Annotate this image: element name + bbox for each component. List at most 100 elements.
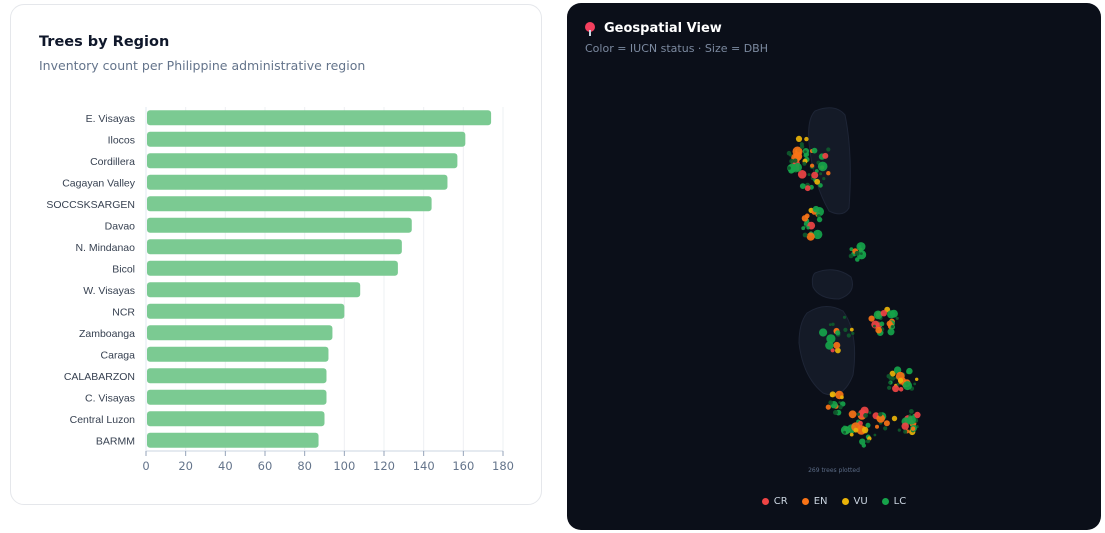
tree-point[interactable] — [843, 430, 846, 434]
tree-point[interactable] — [797, 170, 807, 179]
tree-point[interactable] — [876, 414, 885, 423]
tree-point[interactable] — [793, 158, 798, 163]
tree-point[interactable] — [897, 428, 901, 432]
tree-point[interactable] — [890, 376, 896, 381]
tree-point[interactable] — [867, 436, 872, 441]
tree-point[interactable] — [804, 136, 809, 142]
tree-point[interactable] — [860, 252, 863, 256]
tree-point[interactable] — [909, 409, 914, 414]
tree-point[interactable] — [810, 163, 815, 168]
bar[interactable] — [147, 389, 327, 405]
tree-point[interactable] — [891, 415, 898, 422]
tree-point[interactable] — [840, 425, 851, 435]
tree-point[interactable] — [802, 161, 807, 166]
bar[interactable] — [147, 346, 329, 362]
tree-point[interactable] — [811, 147, 818, 154]
bar[interactable] — [147, 239, 402, 255]
tree-point[interactable] — [891, 325, 894, 329]
tree-point[interactable] — [859, 438, 866, 445]
tree-point[interactable] — [846, 333, 851, 338]
legend-item-vu[interactable]: VU — [841, 496, 868, 507]
tree-point[interactable] — [855, 257, 860, 262]
tree-point[interactable] — [897, 377, 904, 384]
tree-point[interactable] — [883, 426, 888, 431]
tree-point[interactable] — [883, 420, 890, 427]
tree-point[interactable] — [817, 161, 828, 172]
tree-point[interactable] — [873, 324, 876, 328]
tree-point[interactable] — [901, 422, 909, 430]
tree-point[interactable] — [826, 147, 831, 152]
tree-point[interactable] — [887, 310, 896, 319]
tree-point[interactable] — [799, 144, 805, 149]
bar[interactable] — [147, 368, 327, 384]
tree-point[interactable] — [802, 232, 808, 238]
legend-item-lc[interactable]: LC — [881, 496, 906, 507]
tree-point[interactable] — [793, 162, 802, 172]
tree-point[interactable] — [829, 391, 836, 398]
bar[interactable] — [147, 303, 345, 319]
tree-point[interactable] — [915, 377, 919, 381]
tree-point[interactable] — [888, 381, 891, 384]
tree-point[interactable] — [867, 439, 871, 443]
tree-point[interactable] — [822, 152, 829, 159]
tree-point[interactable] — [795, 135, 803, 142]
tree-point[interactable] — [830, 348, 835, 353]
tree-point[interactable] — [875, 424, 879, 429]
tree-point[interactable] — [895, 316, 899, 320]
map-canvas[interactable]: 269 trees plotted — [567, 3, 1101, 530]
tree-point[interactable] — [898, 387, 904, 392]
tree-point[interactable] — [888, 376, 892, 380]
tree-point[interactable] — [826, 171, 831, 176]
tree-point[interactable] — [842, 315, 847, 319]
tree-point[interactable] — [833, 341, 841, 349]
tree-point[interactable] — [838, 405, 843, 410]
tree-point[interactable] — [825, 404, 831, 410]
tree-point[interactable] — [914, 411, 921, 419]
tree-point[interactable] — [831, 322, 835, 326]
tree-point[interactable] — [853, 427, 859, 433]
bar[interactable] — [147, 153, 458, 169]
tree-point[interactable] — [806, 232, 815, 241]
tree-point[interactable] — [892, 385, 900, 393]
tree-point[interactable] — [826, 334, 836, 344]
bar[interactable] — [147, 110, 492, 126]
tree-point[interactable] — [833, 410, 838, 415]
tree-point[interactable] — [789, 158, 794, 164]
tree-point[interactable] — [896, 382, 900, 386]
bar[interactable] — [147, 282, 361, 298]
tree-point[interactable] — [910, 426, 916, 431]
tree-point[interactable] — [903, 381, 912, 391]
bar[interactable] — [147, 217, 412, 233]
tree-point[interactable] — [828, 323, 832, 326]
legend-item-cr[interactable]: CR — [761, 496, 788, 507]
tree-point[interactable] — [913, 382, 917, 386]
tree-point[interactable] — [873, 433, 877, 437]
tree-point[interactable] — [801, 226, 806, 231]
tree-point[interactable] — [787, 166, 791, 170]
tree-point[interactable] — [819, 328, 828, 337]
tree-point[interactable] — [851, 331, 855, 335]
tree-point[interactable] — [849, 432, 854, 437]
legend-item-en[interactable]: EN — [801, 496, 828, 507]
tree-point[interactable] — [818, 183, 823, 188]
tree-point[interactable] — [804, 185, 811, 192]
tree-point[interactable] — [848, 410, 857, 419]
tree-point[interactable] — [861, 443, 866, 448]
tree-point[interactable] — [861, 426, 869, 434]
tree-point[interactable] — [887, 328, 895, 336]
tree-point[interactable] — [879, 321, 885, 327]
tree-point[interactable] — [803, 153, 808, 158]
tree-point[interactable] — [903, 429, 908, 434]
tree-point[interactable] — [889, 370, 896, 377]
tree-point[interactable] — [812, 205, 820, 213]
tree-point[interactable] — [835, 347, 841, 354]
tree-point[interactable] — [849, 327, 854, 332]
tree-point[interactable] — [873, 310, 883, 320]
tree-point[interactable] — [843, 327, 848, 332]
bar[interactable] — [147, 174, 448, 190]
bar[interactable] — [147, 411, 325, 427]
tree-point[interactable] — [878, 412, 883, 417]
tree-point[interactable] — [786, 150, 792, 156]
tree-point[interactable] — [819, 172, 823, 176]
bar[interactable] — [147, 196, 432, 212]
